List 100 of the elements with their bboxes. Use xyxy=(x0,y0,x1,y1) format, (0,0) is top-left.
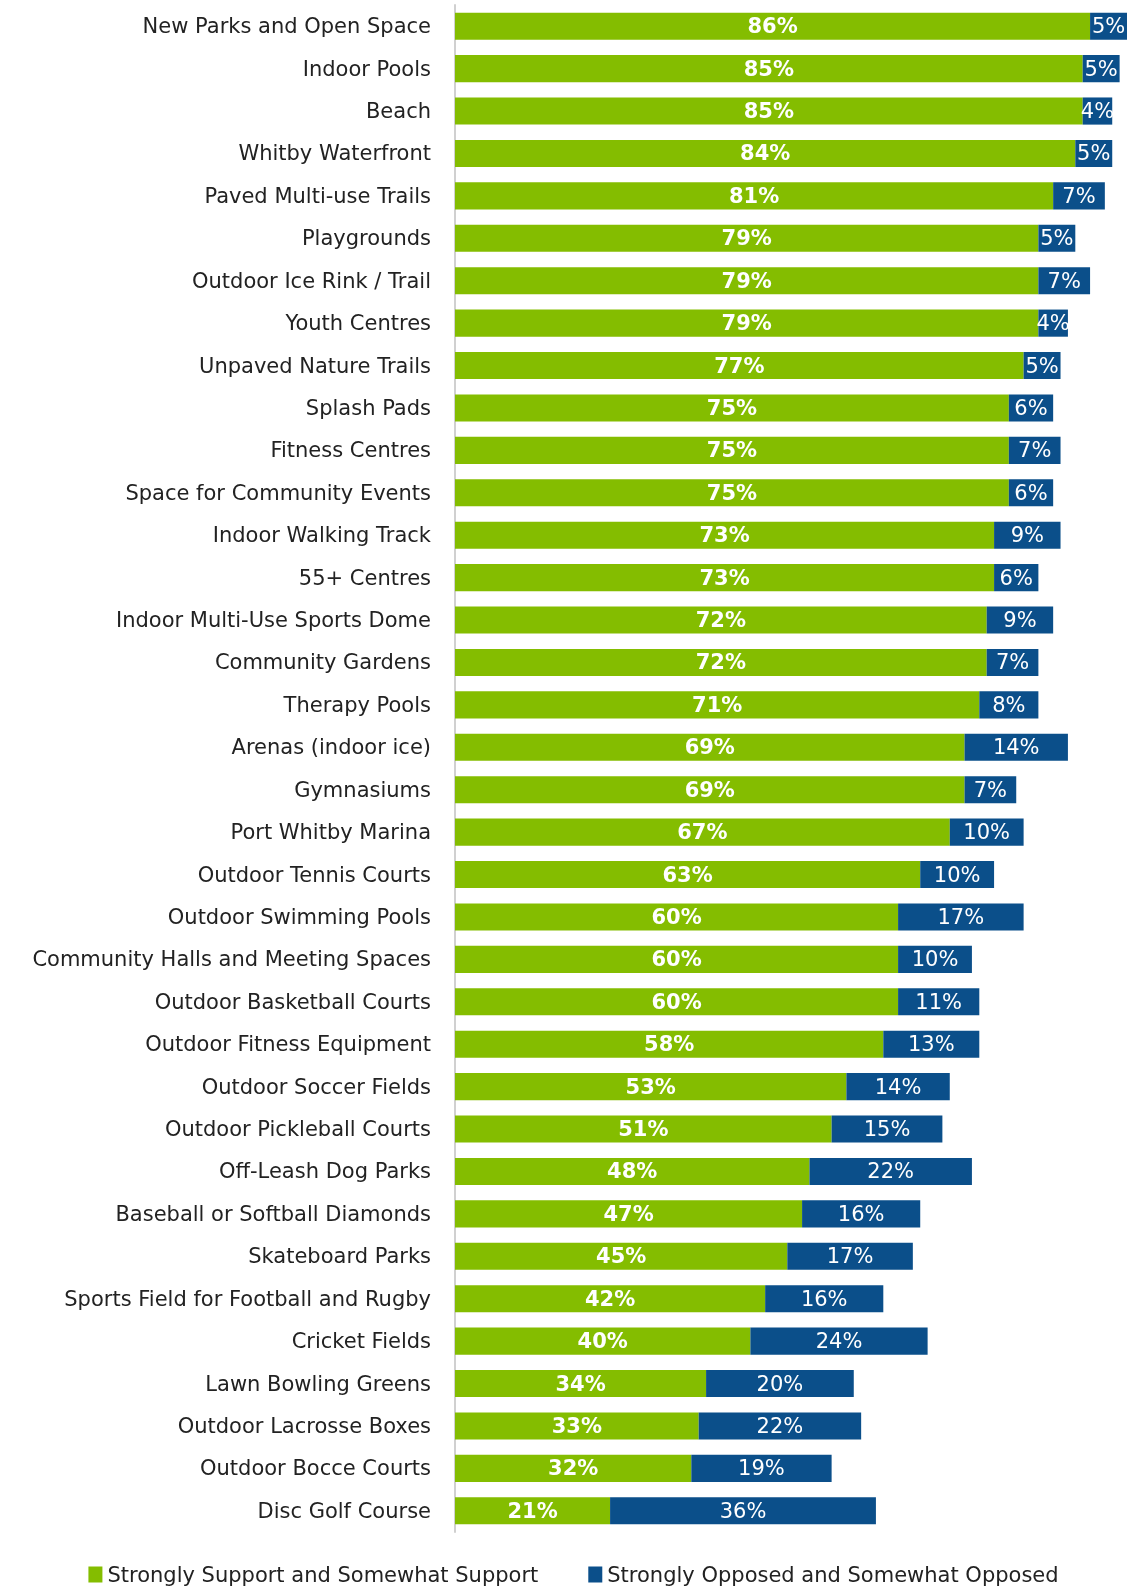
bar xyxy=(455,436,1009,464)
y-tick-label: Indoor Pools xyxy=(302,56,431,81)
y-tick-label: Cricket Fields xyxy=(291,1329,431,1354)
bar xyxy=(455,1412,699,1440)
data-label: 19% xyxy=(738,1456,785,1481)
y-tick-label: Outdoor Fitness Equipment xyxy=(145,1032,431,1057)
y-tick-label: Outdoor Lacrosse Boxes xyxy=(177,1413,431,1438)
y-tick-label: Sports Field for Football and Rugby xyxy=(64,1286,431,1311)
data-label: 60% xyxy=(651,989,702,1014)
bar xyxy=(455,1115,832,1143)
data-label: 9% xyxy=(1003,608,1037,633)
bar xyxy=(455,139,1076,168)
data-label: 24% xyxy=(815,1329,863,1354)
data-label: 51% xyxy=(618,1117,669,1142)
bar xyxy=(455,55,1083,83)
y-tick-label: Skateboard Parks xyxy=(248,1244,431,1269)
bar xyxy=(455,1157,810,1186)
data-label: 10% xyxy=(911,947,959,972)
y-tick-label: Outdoor Soccer Fields xyxy=(201,1074,431,1099)
data-label: 8% xyxy=(992,692,1026,717)
data-label: 6% xyxy=(999,565,1033,590)
data-label: 40% xyxy=(577,1329,628,1354)
bar xyxy=(455,691,980,719)
bar xyxy=(455,860,921,889)
data-label: 85% xyxy=(743,99,794,124)
data-label: 73% xyxy=(699,565,750,590)
data-label: 84% xyxy=(740,141,791,166)
bar xyxy=(455,394,1009,422)
data-label: 67% xyxy=(677,820,728,845)
data-label: 20% xyxy=(756,1371,804,1396)
bar xyxy=(455,1030,884,1058)
data-label: 75% xyxy=(706,480,758,505)
bar xyxy=(455,1285,766,1313)
data-label: 17% xyxy=(826,1244,874,1269)
data-label: 5% xyxy=(1040,226,1074,251)
y-tick-label: New Parks and Open Space xyxy=(142,14,431,39)
data-label: 10% xyxy=(963,820,1011,845)
data-label: 33% xyxy=(551,1413,602,1438)
y-tick-label: Off-Leash Dog Parks xyxy=(219,1159,431,1184)
data-label: 14% xyxy=(992,735,1040,760)
bar xyxy=(787,1242,913,1270)
data-label: 48% xyxy=(607,1159,658,1184)
y-tick-label: Community Gardens xyxy=(214,650,431,675)
bar xyxy=(455,1327,751,1355)
data-label: 6% xyxy=(1014,480,1048,505)
bar xyxy=(698,1412,862,1440)
y-tick-label: 55+ Centres xyxy=(298,565,431,590)
data-label: 81% xyxy=(728,183,780,208)
data-label: 11% xyxy=(915,989,963,1014)
data-label: 73% xyxy=(699,523,750,548)
data-label: 13% xyxy=(907,1032,955,1057)
data-label: 63% xyxy=(662,862,713,887)
y-tick-label: Outdoor Pickleball Courts xyxy=(164,1117,431,1142)
data-label: 71% xyxy=(692,692,743,717)
data-label: 6% xyxy=(1014,395,1048,420)
y-tick-label: Splash Pads xyxy=(305,395,431,420)
y-tick-label: Gymnasiums xyxy=(294,777,431,802)
bar xyxy=(691,1454,832,1482)
data-label: 79% xyxy=(721,311,772,336)
bar xyxy=(455,1073,847,1101)
data-label: 47% xyxy=(603,1201,654,1226)
data-label: 79% xyxy=(721,226,772,251)
data-label: 77% xyxy=(714,353,765,378)
y-tick-label: Unpaved Nature Trails xyxy=(199,353,431,378)
bar xyxy=(610,1497,876,1525)
data-label: 60% xyxy=(651,904,702,929)
y-tick-label: Therapy Pools xyxy=(282,692,431,717)
bar xyxy=(455,1200,803,1228)
bar xyxy=(455,182,1054,210)
bar xyxy=(898,903,1024,931)
data-label: 7% xyxy=(995,650,1030,675)
data-label: 16% xyxy=(837,1201,885,1226)
y-tick-label: Baseball or Softball Diamonds xyxy=(115,1201,431,1226)
data-label: 58% xyxy=(644,1032,695,1057)
data-label: 72% xyxy=(695,650,746,675)
data-label: 69% xyxy=(684,777,735,802)
data-label: 72% xyxy=(695,608,746,633)
y-tick-label: Indoor Multi-Use Sports Dome xyxy=(115,608,431,633)
bar xyxy=(455,606,987,634)
data-label: 5% xyxy=(1077,141,1111,166)
data-label: 7% xyxy=(1018,438,1052,463)
data-label: 5% xyxy=(1084,56,1118,81)
data-label: 22% xyxy=(756,1413,804,1438)
bar xyxy=(455,309,1039,337)
y-tick-label: Outdoor Basketball Courts xyxy=(154,989,431,1014)
data-label: 34% xyxy=(555,1371,606,1396)
data-label: 86% xyxy=(747,14,798,39)
bar xyxy=(455,1369,707,1398)
bar xyxy=(455,521,995,549)
data-label: 36% xyxy=(719,1498,767,1523)
y-tick-label: Playgrounds xyxy=(301,226,431,251)
data-label: 85% xyxy=(743,56,794,81)
data-label: 42% xyxy=(584,1286,636,1311)
data-label: 9% xyxy=(1010,523,1044,548)
data-label: 32% xyxy=(548,1456,599,1481)
bar xyxy=(455,818,950,846)
y-tick-label: Outdoor Ice Rink / Trail xyxy=(192,268,431,293)
bar xyxy=(455,903,899,931)
bar xyxy=(455,988,899,1016)
y-tick-label: Beach xyxy=(365,99,431,124)
